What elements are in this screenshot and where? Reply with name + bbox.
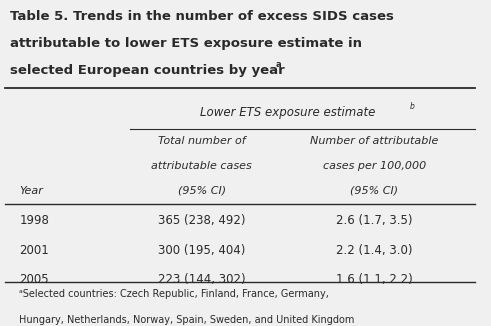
Text: Total number of: Total number of <box>158 137 246 146</box>
Text: 223 (144, 302): 223 (144, 302) <box>158 273 246 286</box>
Text: 2.6 (1.7, 3.5): 2.6 (1.7, 3.5) <box>336 214 412 227</box>
Text: (95% CI): (95% CI) <box>178 186 226 196</box>
Text: b: b <box>409 102 414 111</box>
Text: Hungary, Netherlands, Norway, Spain, Sweden, and United Kingdom: Hungary, Netherlands, Norway, Spain, Swe… <box>19 315 355 325</box>
Text: 300 (195, 404): 300 (195, 404) <box>158 244 246 257</box>
Text: Year: Year <box>19 186 43 196</box>
Text: selected European countries by year: selected European countries by year <box>10 64 284 77</box>
Text: attributable to lower ETS exposure estimate in: attributable to lower ETS exposure estim… <box>10 37 361 50</box>
Text: attributable cases: attributable cases <box>151 161 252 171</box>
Text: (95% CI): (95% CI) <box>351 186 399 196</box>
Text: a: a <box>276 60 282 69</box>
Text: 1998: 1998 <box>19 214 49 227</box>
Text: cases per 100,000: cases per 100,000 <box>323 161 426 171</box>
Text: 2005: 2005 <box>19 273 49 286</box>
Text: ᵃSelected countries: Czech Republic, Finland, France, Germany,: ᵃSelected countries: Czech Republic, Fin… <box>19 289 329 299</box>
Text: Table 5. Trends in the number of excess SIDS cases: Table 5. Trends in the number of excess … <box>10 10 393 22</box>
Text: Lower ETS exposure estimate: Lower ETS exposure estimate <box>200 106 376 119</box>
Text: 1.6 (1.1, 2.2): 1.6 (1.1, 2.2) <box>336 273 413 286</box>
Text: 2001: 2001 <box>19 244 49 257</box>
Text: 2.2 (1.4, 3.0): 2.2 (1.4, 3.0) <box>336 244 412 257</box>
Text: Number of attributable: Number of attributable <box>310 137 438 146</box>
Text: 365 (238, 492): 365 (238, 492) <box>158 214 246 227</box>
